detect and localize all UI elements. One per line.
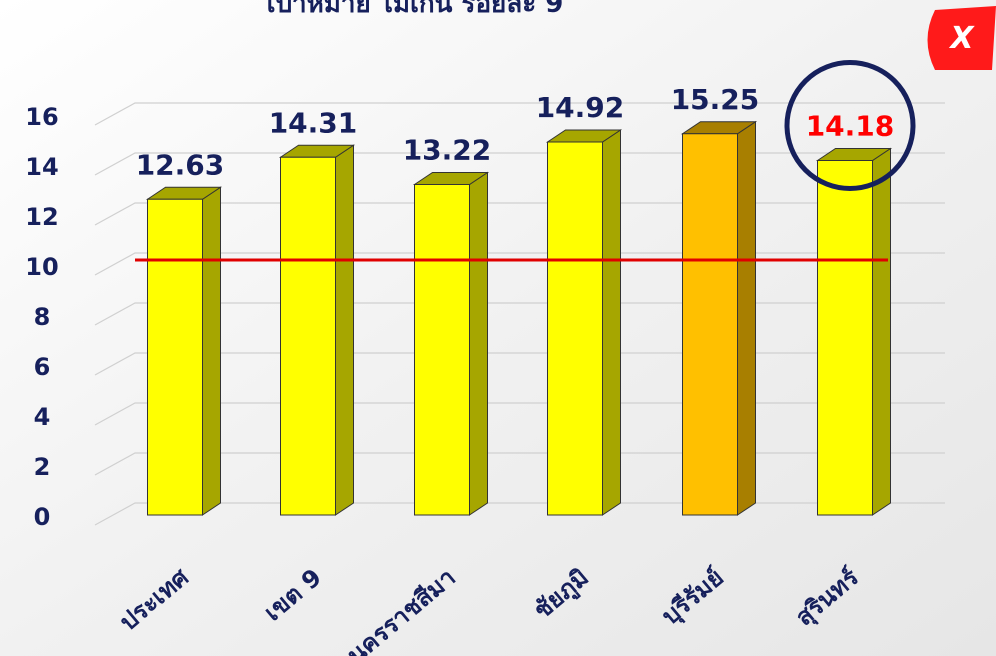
value-label: 14.92 [536, 91, 625, 124]
bar [278, 144, 356, 516]
bar-side [737, 120, 756, 516]
bar-side [872, 147, 891, 516]
y-tick-label: 0 [34, 503, 51, 531]
bar [815, 147, 893, 516]
bar-front [682, 133, 738, 516]
grid-line [94, 502, 945, 526]
bar-side [335, 144, 354, 516]
badge: X [948, 21, 975, 56]
grid-line [94, 452, 945, 476]
bar-front [280, 156, 336, 516]
y-tick-label: 4 [34, 403, 51, 431]
bar-side [602, 129, 621, 516]
bar-front [147, 198, 203, 516]
y-tick-label: 6 [34, 353, 51, 381]
chart-title: เป้าหมาย ไม่เกิน ร้อยละ 9 [267, 0, 564, 19]
value-label: 14.18 [806, 110, 895, 143]
grid-line [94, 252, 945, 276]
y-tick-label: 8 [34, 303, 51, 331]
value-label: 13.22 [403, 134, 492, 167]
bar [545, 129, 623, 516]
bar [145, 186, 223, 516]
y-tick-label: 12 [25, 203, 58, 231]
grid-line [94, 202, 945, 226]
bar-side [469, 171, 488, 516]
bar [680, 120, 758, 516]
bar-side [202, 186, 221, 516]
grid-line [94, 352, 945, 376]
y-tick-label: 16 [25, 103, 58, 131]
bar-front [817, 160, 873, 516]
grid-line [94, 302, 945, 326]
value-label: 12.63 [136, 148, 225, 181]
highlight-circle [784, 60, 916, 191]
value-label: 14.31 [269, 106, 358, 139]
grid-line [94, 102, 945, 126]
y-tick-label: 10 [25, 253, 58, 281]
bar [412, 171, 490, 516]
bar-front [547, 141, 603, 516]
value-label: 15.25 [671, 83, 760, 116]
grid-line [94, 402, 945, 426]
y-tick-label: 14 [25, 153, 58, 181]
bar-front [414, 184, 470, 516]
badge-bg [927, 6, 996, 70]
y-tick-label: 2 [34, 453, 51, 481]
grid-line [94, 152, 945, 176]
